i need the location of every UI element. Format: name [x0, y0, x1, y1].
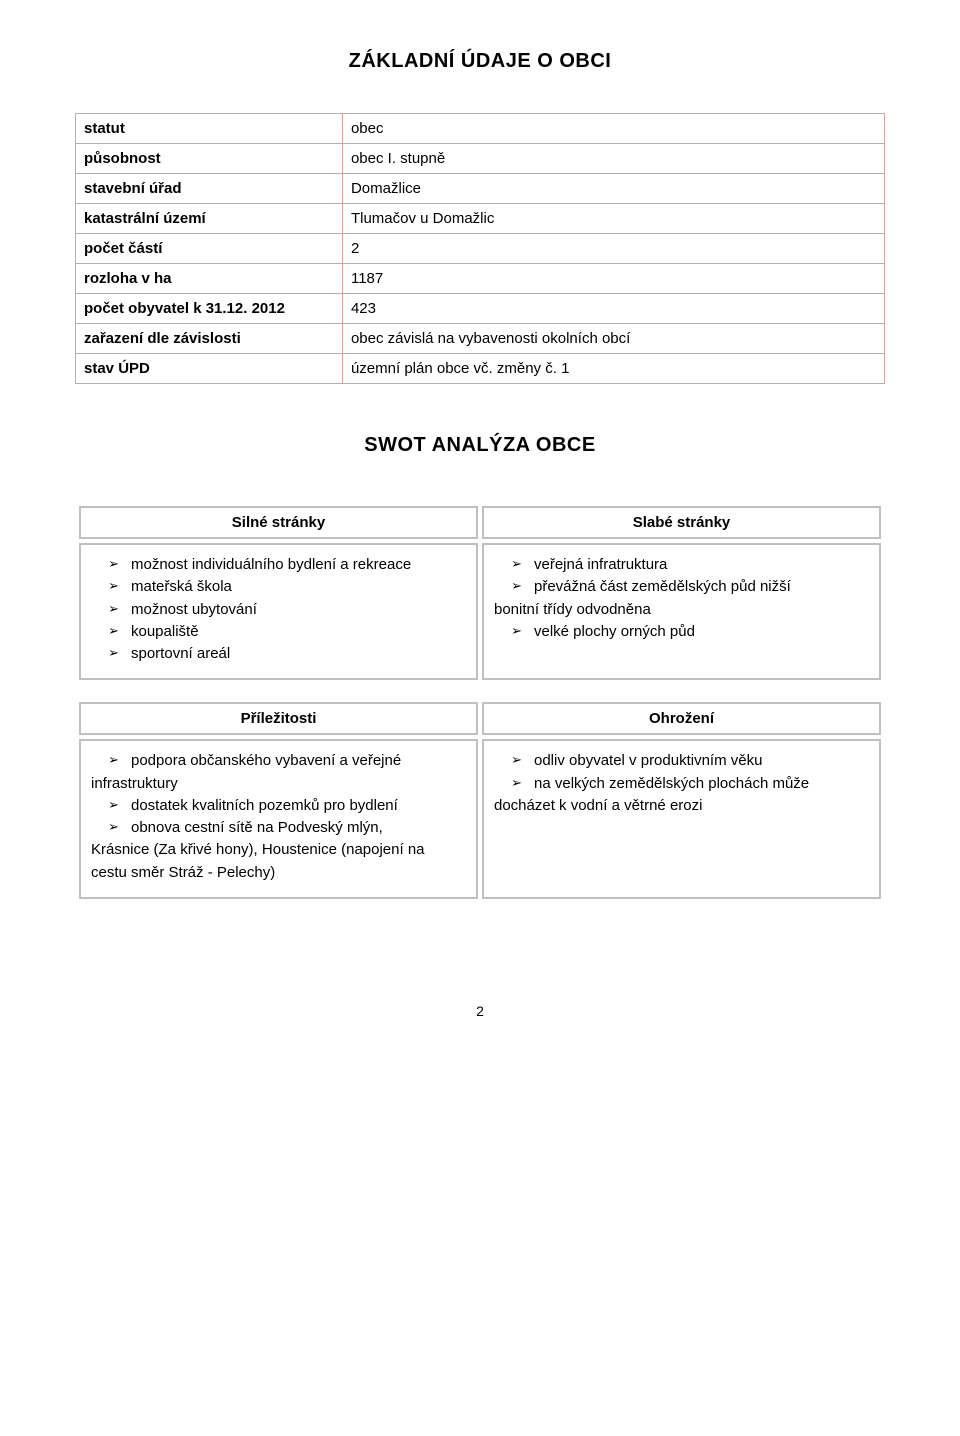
list-item: ➢převážná část zemědělských půd nižší	[494, 577, 869, 597]
table-row: stavební úřadDomažlice	[76, 174, 885, 204]
list-item: ➢podpora občanského vybavení a veřejné	[91, 751, 466, 771]
bullet-arrow-icon: ➢	[91, 577, 131, 595]
list-item: ➢možnost ubytování	[91, 600, 466, 620]
list-item-text: dostatek kvalitních pozemků pro bydlení	[131, 796, 466, 816]
info-label: počet částí	[76, 234, 343, 264]
list-item-text: mateřská škola	[131, 577, 466, 597]
swot-cell-strengths: ➢možnost individuálního bydlení a rekrea…	[79, 543, 478, 680]
info-value: Tlumačov u Domažlic	[342, 204, 884, 234]
bullet-arrow-icon: ➢	[494, 751, 534, 769]
swot-cell-opportunities: ➢podpora občanského vybavení a veřejnéin…	[79, 739, 478, 899]
bullet-arrow-icon: ➢	[494, 622, 534, 640]
list-item: ➢mateřská škola	[91, 577, 466, 597]
swot-table: Silné stránky Slabé stránky ➢možnost ind…	[75, 502, 885, 903]
info-label: statut	[76, 114, 343, 144]
list-item: ➢odliv obyvatel v produktivním věku	[494, 751, 869, 771]
info-label: počet obyvatel k 31.12. 2012	[76, 294, 343, 324]
info-label: zařazení dle závislosti	[76, 324, 343, 354]
list-item-text: velké plochy orných půd	[534, 622, 869, 642]
list-item: ➢velké plochy orných půd	[494, 622, 869, 642]
list-item: ➢koupaliště	[91, 622, 466, 642]
swot-cell-threats: ➢odliv obyvatel v produktivním věku➢na v…	[482, 739, 881, 899]
swot-header-strengths: Silné stránky	[79, 506, 478, 539]
table-row: rozloha v ha1187	[76, 264, 885, 294]
list-item-continuation: bonitní třídy odvodněna	[494, 600, 869, 620]
info-label: stav ÚPD	[76, 354, 343, 384]
swot-header-weaknesses: Slabé stránky	[482, 506, 881, 539]
table-row: působnostobec I. stupně	[76, 144, 885, 174]
info-value: obec	[342, 114, 884, 144]
table-row: stav ÚPDúzemní plán obce vč. změny č. 1	[76, 354, 885, 384]
info-value: 423	[342, 294, 884, 324]
list-item-continuation: docházet k vodní a větrné erozi	[494, 796, 869, 816]
list-item-text: možnost individuálního bydlení a rekreac…	[131, 555, 466, 575]
info-label: působnost	[76, 144, 343, 174]
table-row: statutobec	[76, 114, 885, 144]
info-value: 2	[342, 234, 884, 264]
bullet-arrow-icon: ➢	[91, 644, 131, 662]
table-row: počet obyvatel k 31.12. 2012423	[76, 294, 885, 324]
list-item-text: možnost ubytování	[131, 600, 466, 620]
list-item: ➢veřejná infratruktura	[494, 555, 869, 575]
list-item: ➢sportovní areál	[91, 644, 466, 664]
page-number: 2	[75, 1003, 885, 1019]
bullet-arrow-icon: ➢	[91, 622, 131, 640]
list-item-text: koupaliště	[131, 622, 466, 642]
list-item-continuation: cestu směr Stráž - Pelechy)	[91, 863, 466, 883]
bullet-arrow-icon: ➢	[91, 555, 131, 573]
list-item-text: podpora občanského vybavení a veřejné	[131, 751, 466, 771]
swot-cell-weaknesses: ➢veřejná infratruktura➢převážná část zem…	[482, 543, 881, 680]
bullet-arrow-icon: ➢	[494, 555, 534, 573]
info-label: katastrální území	[76, 204, 343, 234]
info-label: rozloha v ha	[76, 264, 343, 294]
table-row: počet částí2	[76, 234, 885, 264]
page-title: ZÁKLADNÍ ÚDAJE O OBCI	[75, 50, 885, 73]
list-item-text: sportovní areál	[131, 644, 466, 664]
list-item-text: odliv obyvatel v produktivním věku	[534, 751, 869, 771]
info-value: Domažlice	[342, 174, 884, 204]
list-item-text: obnova cestní sítě na Podveský mlýn,	[131, 818, 466, 838]
info-label: stavební úřad	[76, 174, 343, 204]
info-value: obec závislá na vybavenosti okolních obc…	[342, 324, 884, 354]
swot-header-opportunities: Příležitosti	[79, 702, 478, 735]
bullet-arrow-icon: ➢	[91, 796, 131, 814]
info-value: 1187	[342, 264, 884, 294]
list-item-continuation: Krásnice (Za křivé hony), Houstenice (na…	[91, 840, 466, 860]
list-item: ➢obnova cestní sítě na Podveský mlýn,	[91, 818, 466, 838]
bullet-arrow-icon: ➢	[91, 818, 131, 836]
list-item-text: převážná část zemědělských půd nižší	[534, 577, 869, 597]
list-item: ➢dostatek kvalitních pozemků pro bydlení	[91, 796, 466, 816]
info-table: statutobecpůsobnostobec I. stupněstavebn…	[75, 113, 885, 384]
info-value: obec I. stupně	[342, 144, 884, 174]
swot-header-threats: Ohrožení	[482, 702, 881, 735]
bullet-arrow-icon: ➢	[91, 600, 131, 618]
bullet-arrow-icon: ➢	[494, 577, 534, 595]
list-item-continuation: infrastruktury	[91, 774, 466, 794]
list-item: ➢na velkých zemědělských plochách může	[494, 774, 869, 794]
table-row: katastrální územíTlumačov u Domažlic	[76, 204, 885, 234]
info-value: územní plán obce vč. změny č. 1	[342, 354, 884, 384]
table-row: zařazení dle závislostiobec závislá na v…	[76, 324, 885, 354]
list-item: ➢možnost individuálního bydlení a rekrea…	[91, 555, 466, 575]
list-item-text: veřejná infratruktura	[534, 555, 869, 575]
list-item-text: na velkých zemědělských plochách může	[534, 774, 869, 794]
bullet-arrow-icon: ➢	[91, 751, 131, 769]
bullet-arrow-icon: ➢	[494, 774, 534, 792]
swot-title: SWOT ANALÝZA OBCE	[75, 434, 885, 457]
